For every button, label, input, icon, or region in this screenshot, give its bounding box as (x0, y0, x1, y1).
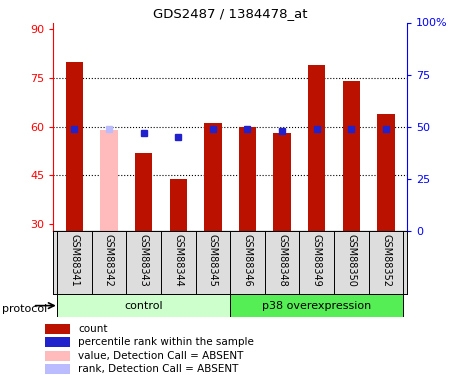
Bar (45, 338, 70, 347)
Text: count: count (79, 324, 108, 334)
Bar (135, 153, 152, 231)
Bar (45, 364, 70, 374)
Text: percentile rank within the sample: percentile rank within the sample (79, 338, 254, 347)
Text: GSM88348: GSM88348 (277, 234, 287, 286)
Text: GSM88342: GSM88342 (104, 234, 114, 286)
Bar (45, 351, 70, 361)
Bar (45, 324, 70, 334)
Text: GSM88343: GSM88343 (139, 234, 148, 286)
Bar (66, 62, 83, 231)
Text: GSM88346: GSM88346 (243, 234, 252, 286)
Title: GDS2487 / 1384478_at: GDS2487 / 1384478_at (153, 7, 307, 20)
Text: GSM88349: GSM88349 (312, 234, 322, 286)
Bar (308, 65, 326, 231)
Text: GSM88350: GSM88350 (346, 234, 357, 286)
Bar (378, 114, 395, 231)
Text: value, Detection Call = ABSENT: value, Detection Call = ABSENT (79, 351, 244, 361)
Bar (343, 81, 360, 231)
Text: GSM88352: GSM88352 (381, 234, 391, 287)
Text: rank, Detection Call = ABSENT: rank, Detection Call = ABSENT (79, 364, 239, 374)
Bar (230, 294, 404, 317)
Bar (170, 178, 187, 231)
Text: protocol: protocol (2, 304, 47, 314)
Text: GSM88345: GSM88345 (208, 234, 218, 286)
Text: control: control (124, 301, 163, 310)
Text: GSM88341: GSM88341 (69, 234, 79, 286)
Text: GSM88344: GSM88344 (173, 234, 183, 286)
Bar (239, 127, 256, 231)
Bar (273, 133, 291, 231)
Bar (100, 130, 118, 231)
Text: p38 overexpression: p38 overexpression (262, 301, 372, 310)
Bar (57, 294, 230, 317)
Bar (204, 123, 221, 231)
